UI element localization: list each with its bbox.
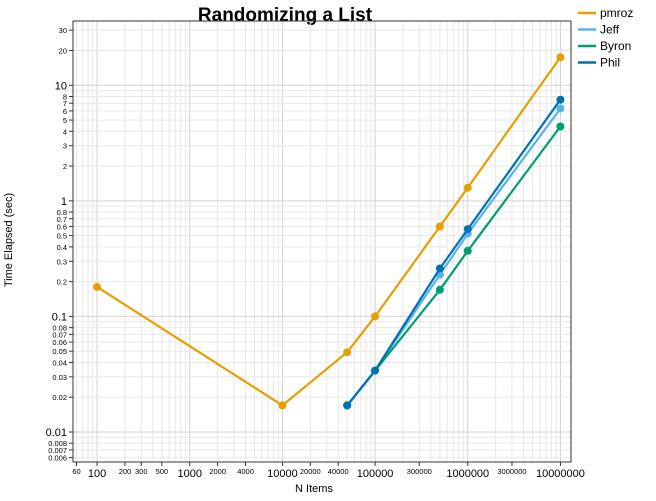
y-tick-label-minor: 0.7 xyxy=(57,215,67,224)
y-tick-label-minor: 0.04 xyxy=(52,358,67,367)
data-point xyxy=(278,401,287,410)
x-tick-label-minor: 60 xyxy=(72,467,80,476)
series-layer xyxy=(93,53,565,410)
data-point xyxy=(556,104,565,113)
x-tick-label-minor: 300000 xyxy=(407,467,432,476)
x-tick-label-minor: 4000 xyxy=(237,467,254,476)
y-tick-label-minor: 0.6 xyxy=(57,222,67,231)
x-tick-label: 100000 xyxy=(357,468,394,480)
x-tick-label-minor: 40000 xyxy=(328,467,349,476)
x-tick-label-minor: 20000 xyxy=(300,467,321,476)
y-tick-label-minor: 0.3 xyxy=(57,257,67,266)
legend-item-byron: Byron xyxy=(578,39,631,53)
data-point xyxy=(343,348,352,357)
data-point xyxy=(463,246,472,255)
plot-area xyxy=(72,20,572,463)
y-tick-label-minor: 0.5 xyxy=(57,232,67,241)
data-point xyxy=(343,401,352,410)
series-phil xyxy=(343,95,565,410)
y-tick-label-minor: 6 xyxy=(63,107,67,116)
data-point xyxy=(435,285,444,294)
data-point xyxy=(371,366,380,375)
y-tick-label-minor: 20 xyxy=(59,47,67,56)
x-axis-label: N Items xyxy=(295,483,333,495)
x-tick-label: 1000 xyxy=(177,468,201,480)
y-tick-label: 0.1 xyxy=(52,311,67,323)
y-tick-label-minor: 0.4 xyxy=(57,243,67,252)
data-point xyxy=(463,183,472,192)
y-tick-label-minor: 0.02 xyxy=(52,393,67,402)
data-point xyxy=(435,222,444,231)
y-tick-label-minor: 0.07 xyxy=(52,330,67,339)
y-tick-label-minor: 30 xyxy=(59,26,67,35)
y-tick-label-minor: 0.008 xyxy=(48,439,67,448)
y-tick-label-minor: 5 xyxy=(63,116,67,125)
y-tick-label-minor: 4 xyxy=(63,127,67,136)
y-tick-label-minor: 8 xyxy=(63,92,67,101)
y-tick-label: 0.01 xyxy=(46,427,67,439)
legend-item-jeff: Jeff xyxy=(578,23,620,37)
y-tick-label-minor: 0.05 xyxy=(52,347,67,356)
y-axis-label: Time Elapsed (sec) xyxy=(3,193,15,287)
x-tick-label-minor: 2000 xyxy=(209,467,226,476)
y-tick-label-minor: 0.06 xyxy=(52,338,67,347)
x-tick-label-minor: 300 xyxy=(135,467,148,476)
y-tick-label-minor: 0.03 xyxy=(52,373,67,382)
legend-item-pmroz: pmroz xyxy=(578,6,633,20)
legend-label: Phil xyxy=(600,56,620,70)
series-pmroz xyxy=(93,53,565,410)
legend-label: Byron xyxy=(600,39,631,53)
y-tick-label-minor: 0.007 xyxy=(48,446,67,455)
y-tick-label: 1 xyxy=(61,196,67,208)
legend-label: pmroz xyxy=(600,6,633,20)
chart-title: Randomizing a List xyxy=(198,5,373,26)
data-point xyxy=(371,312,380,321)
x-tick-label-minor: 200 xyxy=(119,467,132,476)
legend: pmroz Jeff Byron Phil xyxy=(578,6,633,70)
data-point xyxy=(463,225,472,234)
y-tick-label-minor: 2 xyxy=(63,162,67,171)
y-tick-label-minor: 0.2 xyxy=(57,278,67,287)
data-point xyxy=(435,264,444,273)
x-tick-label-minor: 500 xyxy=(156,467,169,476)
x-tick-label: 100 xyxy=(88,468,106,480)
y-tick-label: 10 xyxy=(55,80,67,92)
x-tick-label: 1000000 xyxy=(446,468,489,480)
y-tick-label-minor: 0.8 xyxy=(57,208,67,217)
data-point xyxy=(556,53,565,62)
y-tick-label-minor: 3 xyxy=(63,142,67,151)
data-point xyxy=(93,282,102,291)
x-tick-label: 10000000 xyxy=(536,468,585,480)
data-point xyxy=(556,95,565,104)
legend-item-phil: Phil xyxy=(578,56,620,70)
y-tick-label-minor: 0.006 xyxy=(48,454,67,463)
legend-label: Jeff xyxy=(600,23,620,37)
data-point xyxy=(556,122,565,131)
x-tick-label-minor: 3000000 xyxy=(497,467,526,476)
x-tick-label: 10000 xyxy=(267,468,298,480)
y-tick-label-minor: 0.08 xyxy=(52,324,67,333)
series-line xyxy=(96,56,562,407)
y-tick-label-minor: 7 xyxy=(63,99,67,108)
grid xyxy=(73,21,571,462)
